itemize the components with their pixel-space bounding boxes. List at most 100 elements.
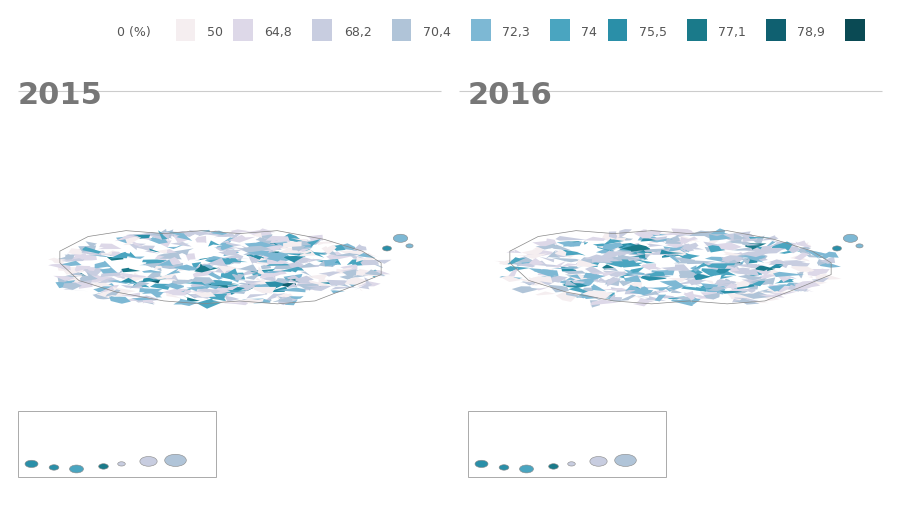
Polygon shape (174, 299, 198, 306)
Polygon shape (817, 259, 829, 266)
Polygon shape (71, 282, 94, 289)
Polygon shape (565, 273, 584, 282)
Polygon shape (769, 284, 794, 293)
Polygon shape (674, 231, 693, 237)
Polygon shape (80, 251, 94, 256)
Polygon shape (256, 258, 284, 266)
Polygon shape (607, 277, 624, 286)
Polygon shape (626, 281, 642, 288)
Polygon shape (727, 231, 751, 236)
Polygon shape (618, 279, 635, 286)
Polygon shape (817, 262, 841, 268)
Polygon shape (610, 271, 626, 278)
Polygon shape (603, 239, 624, 245)
Polygon shape (643, 273, 671, 279)
Polygon shape (221, 290, 248, 294)
Polygon shape (591, 284, 607, 292)
Polygon shape (254, 282, 278, 291)
Polygon shape (636, 252, 651, 260)
Polygon shape (122, 274, 149, 278)
Polygon shape (256, 246, 280, 251)
Polygon shape (276, 287, 305, 292)
Bar (468, 411, 666, 477)
Polygon shape (532, 244, 560, 250)
Polygon shape (652, 291, 668, 294)
Circle shape (549, 464, 558, 469)
Polygon shape (289, 288, 314, 291)
Polygon shape (500, 260, 526, 265)
Polygon shape (683, 291, 695, 301)
Polygon shape (202, 265, 214, 269)
Polygon shape (690, 265, 701, 272)
Polygon shape (297, 252, 311, 255)
Polygon shape (597, 256, 620, 263)
Polygon shape (111, 251, 126, 258)
Polygon shape (339, 274, 360, 279)
Polygon shape (815, 273, 842, 280)
Polygon shape (346, 259, 372, 266)
Polygon shape (580, 293, 604, 299)
Polygon shape (69, 254, 97, 261)
Polygon shape (609, 235, 633, 241)
Polygon shape (588, 295, 613, 300)
Text: 75,5: 75,5 (639, 26, 667, 40)
Polygon shape (649, 237, 671, 244)
Polygon shape (722, 278, 731, 287)
Polygon shape (561, 263, 578, 267)
Polygon shape (719, 259, 741, 262)
Polygon shape (605, 278, 620, 286)
Polygon shape (330, 291, 345, 293)
Polygon shape (666, 287, 682, 293)
Polygon shape (733, 288, 750, 296)
Polygon shape (727, 293, 752, 301)
Polygon shape (126, 257, 145, 259)
Polygon shape (191, 281, 206, 289)
Polygon shape (238, 264, 258, 272)
Polygon shape (192, 262, 202, 269)
Polygon shape (545, 250, 561, 259)
Polygon shape (261, 264, 271, 269)
Polygon shape (662, 285, 688, 292)
Polygon shape (626, 293, 648, 299)
Polygon shape (620, 259, 642, 261)
Polygon shape (559, 280, 583, 286)
Polygon shape (140, 261, 168, 269)
Polygon shape (294, 239, 309, 244)
Polygon shape (752, 277, 775, 285)
Polygon shape (105, 291, 117, 297)
Polygon shape (150, 283, 175, 290)
Polygon shape (507, 249, 522, 253)
Circle shape (568, 462, 575, 466)
Polygon shape (261, 276, 278, 282)
Polygon shape (334, 282, 352, 287)
Circle shape (393, 234, 408, 242)
Polygon shape (630, 286, 653, 292)
Circle shape (615, 454, 636, 466)
Polygon shape (223, 275, 242, 282)
Polygon shape (721, 257, 735, 263)
Polygon shape (283, 249, 302, 255)
Text: 78,9: 78,9 (797, 26, 825, 40)
Polygon shape (758, 245, 783, 254)
Polygon shape (293, 244, 313, 248)
Polygon shape (93, 293, 118, 299)
Polygon shape (357, 257, 374, 263)
Polygon shape (270, 282, 297, 287)
Polygon shape (530, 287, 549, 291)
Polygon shape (581, 291, 608, 298)
Polygon shape (119, 278, 138, 283)
Polygon shape (511, 257, 536, 264)
Polygon shape (286, 275, 304, 283)
Circle shape (25, 460, 38, 467)
Polygon shape (625, 288, 652, 294)
Polygon shape (501, 276, 522, 282)
Polygon shape (63, 289, 88, 292)
Polygon shape (191, 292, 216, 298)
Polygon shape (670, 299, 693, 306)
Polygon shape (257, 250, 281, 259)
Polygon shape (205, 256, 229, 263)
Polygon shape (263, 298, 272, 303)
Polygon shape (336, 269, 350, 274)
Polygon shape (608, 294, 621, 301)
Polygon shape (728, 298, 752, 301)
